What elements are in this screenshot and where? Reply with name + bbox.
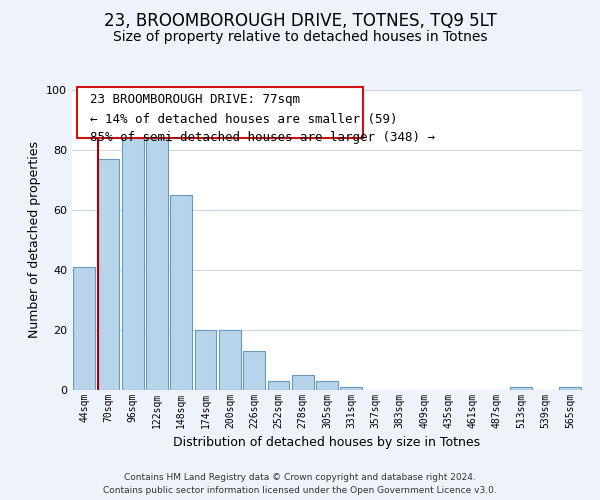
FancyBboxPatch shape	[77, 87, 363, 138]
Bar	[511, 387, 532, 390]
Bar	[122, 135, 143, 390]
Text: Size of property relative to detached houses in Totnes: Size of property relative to detached ho…	[113, 30, 487, 44]
Bar	[340, 387, 362, 390]
Bar	[559, 387, 581, 390]
Text: ← 14% of detached houses are smaller (59): ← 14% of detached houses are smaller (59…	[90, 112, 397, 126]
X-axis label: Distribution of detached houses by size in Totnes: Distribution of detached houses by size …	[173, 436, 481, 450]
Text: 23, BROOMBOROUGH DRIVE, TOTNES, TQ9 5LT: 23, BROOMBOROUGH DRIVE, TOTNES, TQ9 5LT	[104, 12, 496, 30]
Bar	[316, 381, 338, 390]
Text: Contains HM Land Registry data © Crown copyright and database right 2024.
Contai: Contains HM Land Registry data © Crown c…	[103, 474, 497, 495]
Text: 23 BROOMBOROUGH DRIVE: 77sqm: 23 BROOMBOROUGH DRIVE: 77sqm	[90, 93, 300, 106]
Bar	[97, 159, 119, 390]
Text: 85% of semi-detached houses are larger (348) →: 85% of semi-detached houses are larger (…	[90, 130, 435, 143]
Bar	[146, 138, 168, 390]
Bar	[268, 381, 289, 390]
Bar	[219, 330, 241, 390]
Bar	[292, 375, 314, 390]
Bar	[243, 351, 265, 390]
Bar	[170, 195, 192, 390]
Bar	[73, 267, 95, 390]
Bar	[194, 330, 217, 390]
Y-axis label: Number of detached properties: Number of detached properties	[28, 142, 41, 338]
